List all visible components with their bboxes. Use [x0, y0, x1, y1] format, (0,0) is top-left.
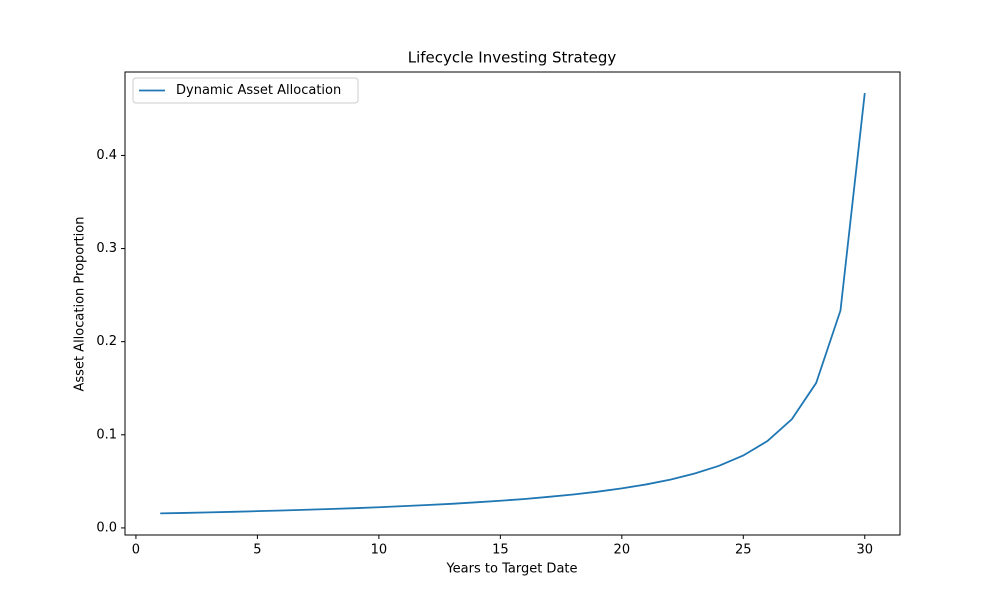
data-line: [160, 92, 866, 515]
y-tick-label: 0.1: [96, 427, 117, 442]
x-tick-label: 30: [856, 543, 873, 558]
x-tick-label: 15: [492, 543, 509, 558]
y-tick-label: 0.4: [96, 148, 117, 163]
x-tick-label: 10: [371, 543, 388, 558]
y-tick-label: 0.0: [96, 520, 117, 535]
y-tick-label: 0.3: [96, 241, 117, 256]
x-tick-label: 25: [735, 543, 752, 558]
legend-box: [132, 77, 359, 104]
x-tick-label: 5: [253, 543, 261, 558]
y-axis-label: Asset Allocation Proportion: [73, 217, 88, 392]
x-tick-label: 0: [132, 543, 140, 558]
legend-label: Dynamic Asset Allocation: [176, 83, 341, 98]
plot-frame: [124, 71, 901, 536]
chart-title: Lifecycle Investing Strategy: [408, 49, 617, 67]
x-axis-label: Years to Target Date: [445, 562, 577, 577]
y-tick-label: 0.2: [96, 334, 117, 349]
x-tick-label: 20: [614, 543, 631, 558]
